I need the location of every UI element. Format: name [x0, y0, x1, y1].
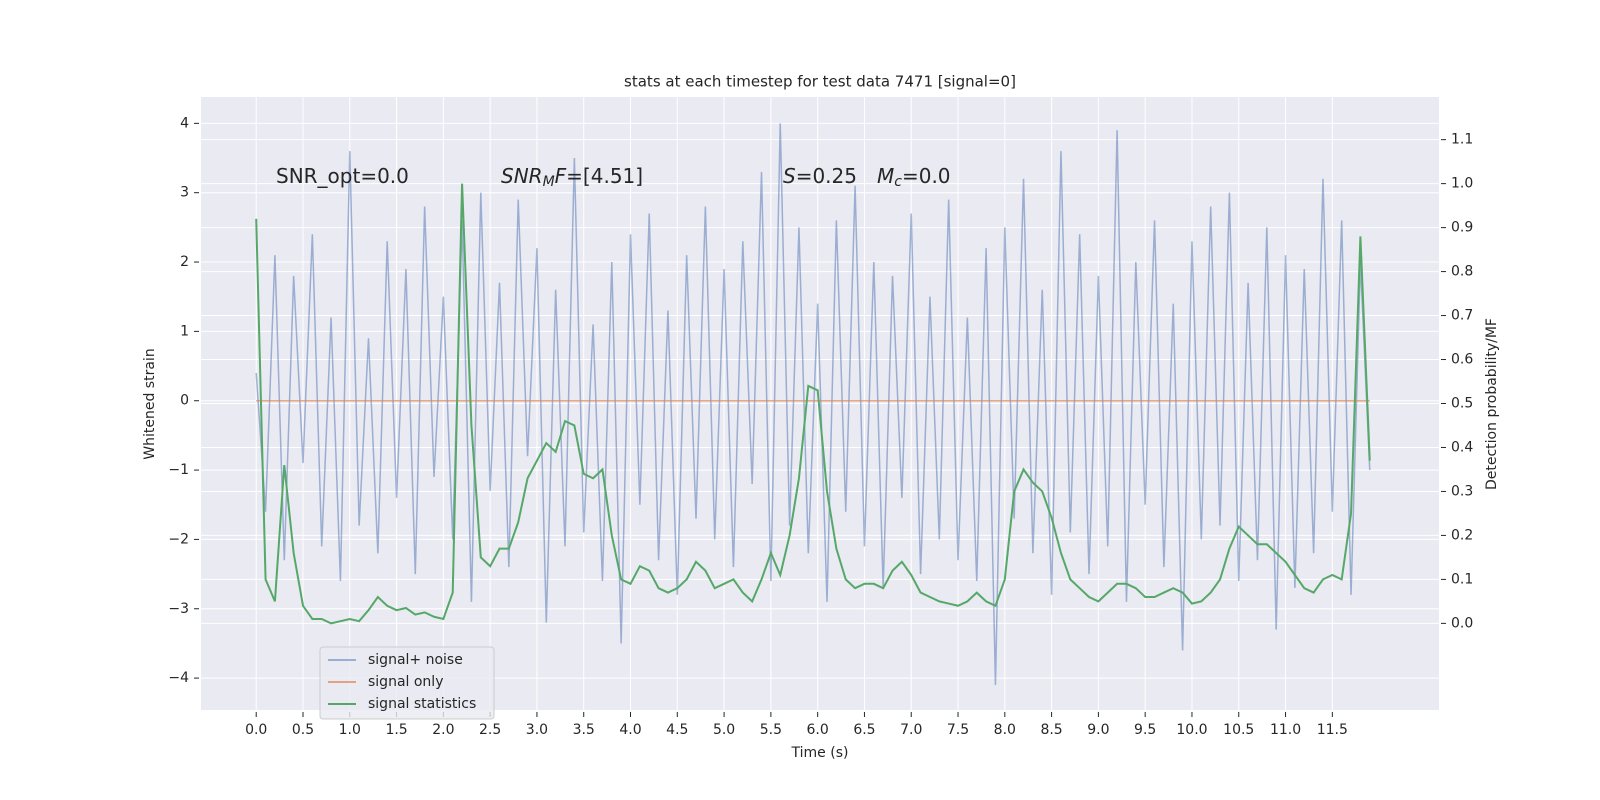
y2-tick-label: 0.9 — [1451, 220, 1473, 236]
legend-label: signal statistics — [368, 696, 476, 712]
annotation: SNR_opt=0.0 — [276, 164, 409, 188]
x-axis-label: Time (s) — [791, 745, 849, 761]
x-tick-label: 11.0 — [1270, 722, 1301, 738]
y-tick-label: −1 — [168, 462, 189, 478]
annotation-part: M — [543, 174, 555, 190]
y2-axis-label: Detection probability/MF — [1484, 318, 1500, 490]
x-tick-label: 7.0 — [900, 722, 922, 738]
y-axis-label: Whitened strain — [142, 348, 158, 459]
series-line — [255, 123, 1371, 686]
y2-tick-label: 0.6 — [1451, 352, 1473, 368]
x-tick-label: 8.5 — [1040, 722, 1062, 738]
x-tick-label: 9.5 — [1134, 722, 1156, 738]
y2-tick-label: 0.8 — [1451, 264, 1473, 280]
y-tick-label: −2 — [168, 531, 189, 547]
y2-tick-label: 1.0 — [1451, 176, 1473, 192]
x-tick-label: 2.0 — [432, 722, 454, 738]
legend-label: signal+ noise — [368, 652, 463, 668]
y-tick-label: −3 — [168, 601, 189, 617]
y2-tick-label: 0.4 — [1451, 439, 1473, 455]
annotation: Mc=0.0 — [877, 164, 951, 191]
y2-tick-label: 1.1 — [1451, 132, 1473, 148]
x-tick-label: 10.5 — [1223, 722, 1254, 738]
annotation: S=0.25 — [783, 164, 857, 188]
x-tick-label: 2.5 — [479, 722, 501, 738]
annotation-part: F — [555, 164, 567, 188]
y-tick-label: 3 — [180, 185, 189, 201]
annotation-part: SNR — [501, 164, 543, 188]
y2-tick-label: 0.0 — [1451, 615, 1473, 631]
x-tick-label: 6.0 — [807, 722, 829, 738]
y-tick-label: 1 — [180, 323, 189, 339]
labels: 0.0 0.5 1.0 1.5 2.0 2.5 3.0 3.5 4.0 4.5 5.0 5.5 6.0 6… — [168, 115, 1473, 738]
y-tick-label: −4 — [168, 670, 189, 686]
x-tick-label: 8.0 — [994, 722, 1016, 738]
y-tick-label: 4 — [180, 115, 189, 131]
y2-tick-label: 0.5 — [1451, 396, 1473, 412]
annotation-part: S — [783, 164, 796, 188]
x-tick-label: 9.0 — [1087, 722, 1109, 738]
x-tick-label: 0.0 — [245, 722, 267, 738]
x-tick-label: 6.5 — [853, 722, 875, 738]
annotation-part: =0.0 — [902, 164, 951, 188]
annotation-part: c — [894, 174, 902, 190]
x-tick-label: 11.5 — [1317, 722, 1348, 738]
x-tick-label: 3.5 — [573, 722, 595, 738]
annotation-part: =0.25 — [796, 164, 857, 188]
annotation-part: M — [877, 164, 894, 188]
y2-tick-label: 0.7 — [1451, 308, 1473, 324]
y2-tick-label: 0.3 — [1451, 483, 1473, 499]
x-tick-label: 4.0 — [619, 722, 641, 738]
legend-label: signal only — [368, 674, 443, 690]
y2-tick-label: 0.1 — [1451, 571, 1473, 587]
x-tick-label: 0.5 — [292, 722, 314, 738]
y-tick-label: 0 — [180, 393, 189, 409]
x-tick-label: 5.0 — [713, 722, 735, 738]
annotation-part: =[4.51] — [566, 164, 643, 188]
x-tick-label: 1.0 — [339, 722, 361, 738]
x-tick-label: 10.0 — [1176, 722, 1207, 738]
x-tick-label: 7.5 — [947, 722, 969, 738]
grid — [201, 97, 1439, 710]
annotation-part: SNR_opt=0.0 — [276, 164, 409, 188]
series-line — [255, 183, 1371, 625]
x-tick-label: 5.5 — [760, 722, 782, 738]
y2-tick-label: 0.2 — [1451, 527, 1473, 543]
x-tick-label: 3.0 — [526, 722, 548, 738]
x-tick-label: 4.5 — [666, 722, 688, 738]
marks — [255, 123, 1371, 686]
chart-title: stats at each timestep for test data 747… — [624, 73, 1016, 91]
y-tick-label: 2 — [180, 254, 189, 270]
annotation: SNRMF=[4.51] — [501, 164, 643, 191]
legend-box — [319, 646, 495, 720]
x-tick-label: 1.5 — [385, 722, 407, 738]
